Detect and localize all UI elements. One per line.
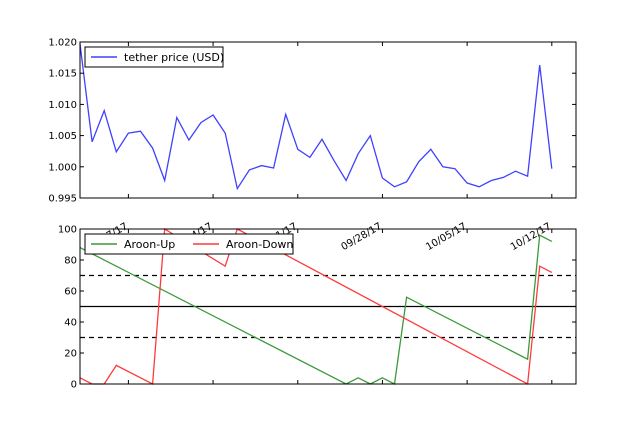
- x-tick-label: 09/28/17: [340, 221, 384, 253]
- legend-label: Aroon-Down: [226, 238, 293, 251]
- legend-box: [84, 233, 294, 255]
- aroon-chart: 0 20 40 60 80 100 Aroon-Up Aroon-Down: [58, 225, 577, 391]
- price-chart: 0.9951.0001.0051.0101.0151.02009/07/1709…: [48, 38, 577, 253]
- y-tick-label: 0: [71, 380, 77, 391]
- y-tick-label: 1.005: [48, 131, 77, 142]
- series-line: [79, 234, 553, 385]
- x-tick-label: 10/12/17: [509, 221, 553, 253]
- y-tick-label: 1.000: [48, 162, 77, 173]
- y-tick-label: 1.015: [48, 69, 77, 80]
- y-tick-label: 1.010: [48, 100, 77, 111]
- y-tick-label: 1.020: [48, 38, 77, 49]
- y-tick-label: 0.995: [48, 194, 77, 205]
- series-line: [79, 43, 553, 191]
- plot-frame: [79, 41, 577, 199]
- y-tick-label: 60: [64, 287, 77, 298]
- y-tick-label: 80: [64, 256, 77, 267]
- y-tick-label: 100: [58, 225, 77, 236]
- y-tick-label: 20: [64, 349, 77, 360]
- x-tick-label: 10/05/17: [424, 221, 468, 253]
- plot-frame: [79, 228, 577, 385]
- legend-label: Aroon-Up: [124, 238, 175, 251]
- legend-label: tether price (USD): [124, 51, 224, 64]
- y-tick-label: 40: [64, 318, 77, 329]
- legend-box: [84, 46, 224, 68]
